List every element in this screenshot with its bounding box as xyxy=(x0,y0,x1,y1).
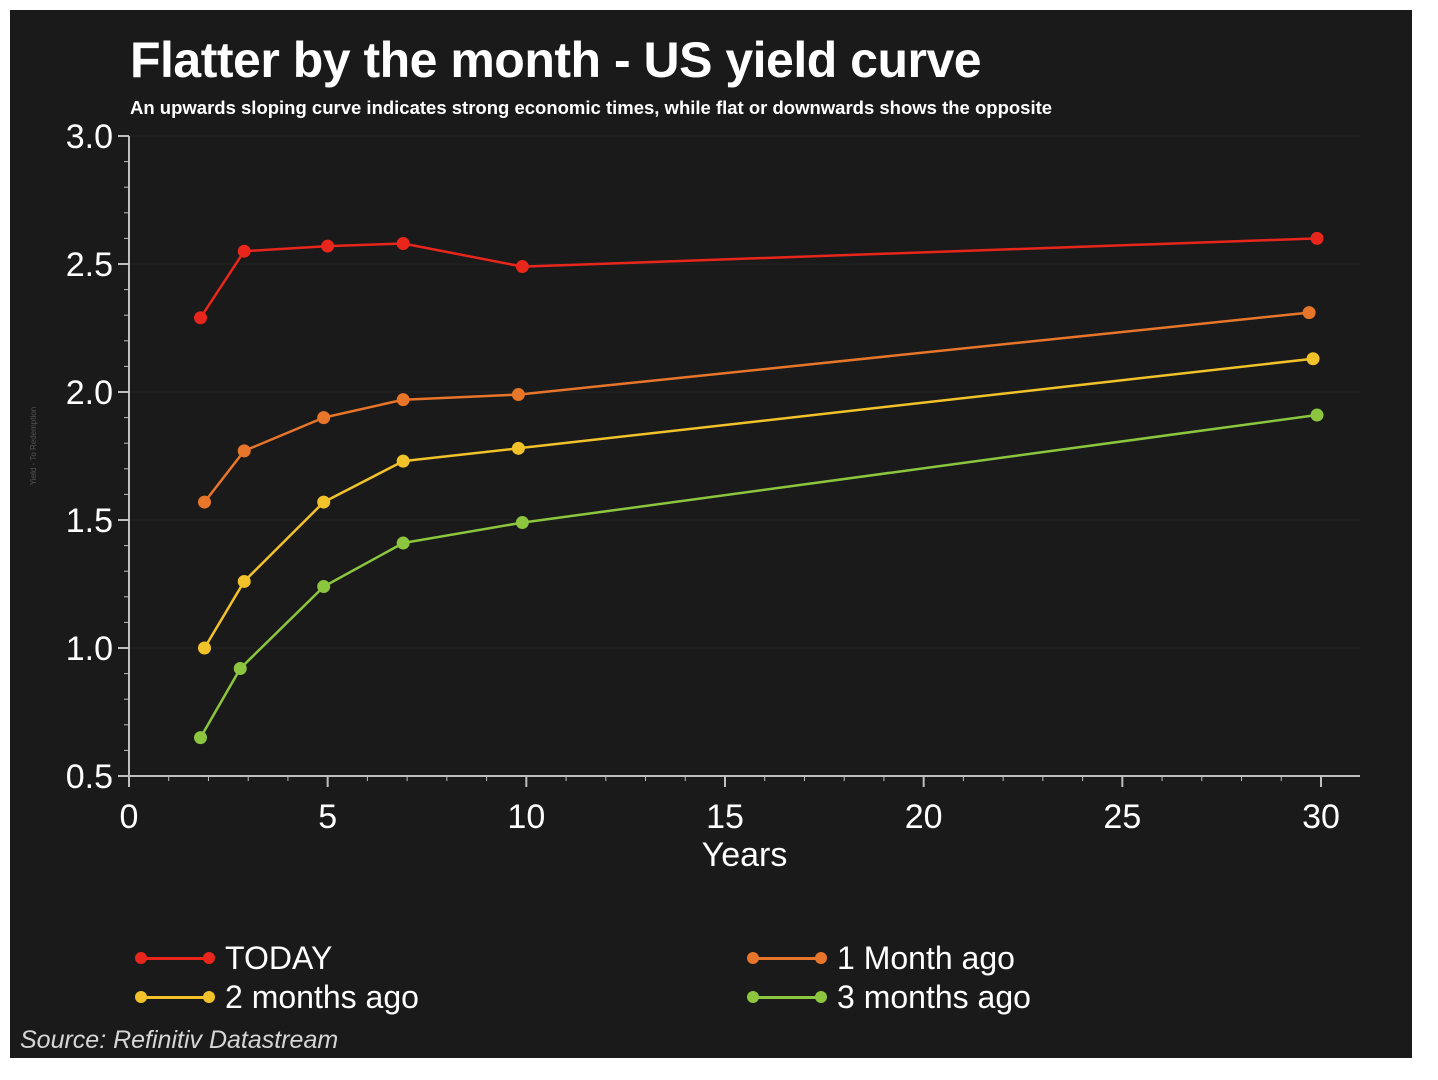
series-2-months-ago xyxy=(197,352,1320,655)
source-note: Source: Refinitiv Datastream xyxy=(20,1026,339,1054)
y-tick-label: 0.5 xyxy=(66,758,113,796)
series-line-2-months-ago xyxy=(203,357,1314,649)
y-tick-label: 1.5 xyxy=(66,502,113,540)
data-point-1-month-ago xyxy=(237,444,251,458)
x-axis-title: Years xyxy=(702,836,788,874)
data-point-3-months-ago xyxy=(194,731,208,745)
x-tick-label: 25 xyxy=(1103,798,1141,836)
y-tick-label: 1.0 xyxy=(66,630,113,668)
data-point-3-months-ago xyxy=(396,536,410,550)
y-tick-label: 3.0 xyxy=(66,118,113,156)
data-point-today xyxy=(237,244,251,258)
data-point-2-months-ago xyxy=(317,495,331,509)
data-point-3-months-ago xyxy=(317,580,331,594)
series-layer xyxy=(194,231,1324,745)
x-tick-label: 5 xyxy=(318,798,337,836)
series-line-today xyxy=(199,237,1318,319)
x-tick-label: 15 xyxy=(706,798,744,836)
series-line-1-month-ago xyxy=(203,311,1310,503)
data-point-1-month-ago xyxy=(317,411,331,425)
y-tick-label: 2.5 xyxy=(66,246,113,284)
data-point-today xyxy=(515,260,529,274)
data-point-2-months-ago xyxy=(396,454,410,468)
series-3-months-ago xyxy=(194,408,1324,745)
data-point-today xyxy=(396,237,410,251)
data-point-3-months-ago xyxy=(515,516,529,530)
yield-curve-plot: 0.5 1.0 1.5 2.0 2.5 3.0 0 5 10 15 20 25 30 Years Yield… xyxy=(29,118,1360,874)
y-axis-title: Yield - To Redemption xyxy=(29,407,38,485)
series-line-3-months-ago xyxy=(199,413,1318,739)
data-point-1-month-ago xyxy=(1302,306,1316,320)
series-1-month-ago xyxy=(197,306,1316,509)
data-point-today xyxy=(194,311,208,325)
data-point-1-month-ago xyxy=(511,388,525,402)
axes: 0.5 1.0 1.5 2.0 2.5 3.0 0 5 10 15 20 25 30 Years Yield… xyxy=(29,118,1360,874)
chart-panel: Flatter by the month - US yield curve An… xyxy=(10,10,1412,1058)
data-point-2-months-ago xyxy=(1306,352,1320,366)
data-point-1-month-ago xyxy=(396,393,410,407)
x-tick-label: 20 xyxy=(905,798,943,836)
x-tick-label: 10 xyxy=(507,798,545,836)
data-point-3-months-ago xyxy=(1310,408,1324,422)
y-tick-label: 2.0 xyxy=(66,374,113,412)
data-point-today xyxy=(321,239,335,253)
x-tick-label: 0 xyxy=(120,798,139,836)
chart-title: Flatter by the month - US yield curve xyxy=(130,32,982,88)
data-point-1-month-ago xyxy=(197,495,211,509)
chart-subtitle: An upwards sloping curve indicates stron… xyxy=(130,97,1053,118)
x-tick-label: 30 xyxy=(1302,798,1340,836)
series-today xyxy=(194,231,1324,325)
data-point-2-months-ago xyxy=(197,641,211,655)
data-point-today xyxy=(1310,231,1324,245)
data-point-2-months-ago xyxy=(237,574,251,588)
data-point-2-months-ago xyxy=(511,441,525,455)
data-point-3-months-ago xyxy=(233,661,247,675)
